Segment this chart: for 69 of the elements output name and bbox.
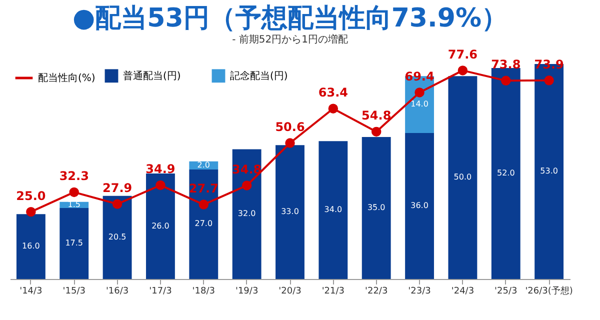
data-label: 2.0 (197, 160, 210, 170)
data-label: 63.4 (318, 86, 348, 100)
data-label: 77.6 (448, 47, 478, 62)
point (242, 180, 252, 190)
bar (318, 141, 348, 279)
bar (232, 149, 262, 279)
data-label: 50.0 (454, 172, 472, 182)
point (69, 187, 79, 198)
point (156, 180, 166, 190)
x-tick-label: '21/3 (322, 286, 345, 296)
legend-label: 記念配当(円) (230, 70, 288, 82)
x-tick-label: '24/3 (451, 286, 474, 296)
data-label: 34.8 (232, 162, 262, 176)
point (285, 138, 295, 148)
x-tick-label: '14/3 (20, 286, 42, 296)
bar (276, 145, 304, 279)
bar (448, 76, 478, 279)
data-label: 34.9 (146, 162, 176, 176)
point (414, 88, 424, 98)
data-label: 27.0 (194, 219, 213, 228)
data-label: 35.0 (367, 203, 386, 212)
data-label: 20.5 (108, 232, 126, 242)
x-tick-label: '18/3 (192, 286, 215, 296)
chart-subtitle: - 前期52円から1円の増配 (232, 33, 348, 46)
bar (405, 132, 434, 279)
point (198, 200, 209, 210)
data-label: 50.6 (275, 120, 305, 134)
bar (60, 208, 89, 279)
data-label: 32.0 (238, 209, 256, 218)
x-tick-label: '19/3 (235, 286, 258, 296)
data-label: 14.0 (410, 100, 428, 109)
data-label: 53.0 (540, 166, 558, 176)
point (112, 199, 122, 209)
data-label: 54.8 (362, 108, 392, 123)
data-label: 17.5 (65, 238, 84, 248)
legend-label: 配当性向(%) (38, 72, 96, 84)
bar (362, 137, 391, 279)
point (371, 126, 382, 137)
data-label: 36.0 (410, 200, 428, 210)
bar (16, 214, 46, 279)
data-label: 52.0 (496, 168, 515, 178)
point (501, 76, 511, 86)
point (26, 206, 36, 217)
chart-title: ●配当53円（予想配当性向73.9%） (72, 3, 508, 34)
data-label: 26.0 (152, 221, 170, 230)
data-label: 73.8 (491, 58, 521, 72)
x-tick-label: '26/3(予想) (525, 286, 573, 296)
data-label: 16.0 (22, 242, 40, 251)
bar (146, 174, 175, 279)
x-tick-label: '23/3 (408, 286, 431, 296)
data-label: 27.7 (188, 182, 218, 196)
bar (102, 196, 132, 279)
data-label: 27.9 (102, 181, 132, 196)
data-label: 25.0 (16, 188, 46, 203)
point (328, 104, 338, 114)
data-label: 33.0 (281, 207, 299, 216)
legend-label: 普通配当(円) (123, 70, 181, 82)
x-tick-label: '16/3 (106, 286, 129, 296)
x-tick-label: '20/3 (278, 286, 302, 296)
x-tick-label: '25/3 (494, 286, 518, 296)
x-tick-label: '15/3 (62, 286, 86, 296)
point (544, 76, 554, 86)
bar (189, 169, 218, 279)
x-tick-label: '22/3 (365, 286, 388, 296)
data-label: 34.0 (324, 205, 342, 214)
data-label: 32.3 (59, 169, 89, 184)
point (458, 66, 468, 76)
x-tick-label: '17/3 (149, 286, 172, 296)
bar (491, 68, 520, 279)
